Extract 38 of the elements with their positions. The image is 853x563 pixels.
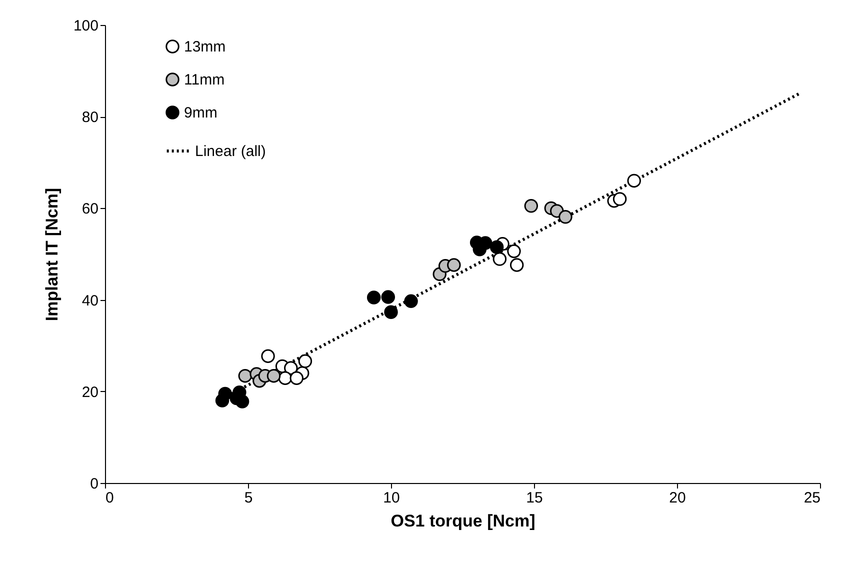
point [627,174,641,188]
x-tick-label: 0 [106,490,114,506]
x-tick-label: 10 [383,490,400,506]
y-tick-label: 80 [82,109,98,126]
y-axis-title: Implant IT [Ncm] [42,188,62,322]
y-tick-label: 20 [82,384,98,401]
x-tick-label: 20 [669,490,686,506]
y-tick-label: 60 [82,200,98,218]
point [612,192,627,206]
x-axis-title: OS1 torque [Ncm] [390,512,536,530]
legend-label: 13mm [184,38,226,56]
y-tick-label: 100 [73,18,98,34]
point [490,240,504,254]
point [381,290,396,304]
legend-label: 9mm [184,104,218,122]
point [404,294,418,308]
x-tick-label: 5 [244,490,253,506]
point [366,290,381,304]
legend-label: 11mm [184,72,225,88]
y-tick-label: 0 [90,476,98,492]
point [290,371,304,385]
point [447,258,461,272]
point [298,354,312,368]
point [507,244,521,258]
point [558,210,572,224]
point [524,199,538,213]
point [238,368,252,383]
point [235,394,250,408]
point [510,258,524,272]
point [261,349,275,363]
legend-label: Linear (all) [195,143,266,160]
x-tick-label: 25 [804,490,820,506]
point [218,386,232,401]
point [492,252,507,266]
point [384,305,398,320]
y-tick-label: 40 [82,292,98,310]
x-tick-label: 15 [526,490,543,506]
point [266,368,281,383]
